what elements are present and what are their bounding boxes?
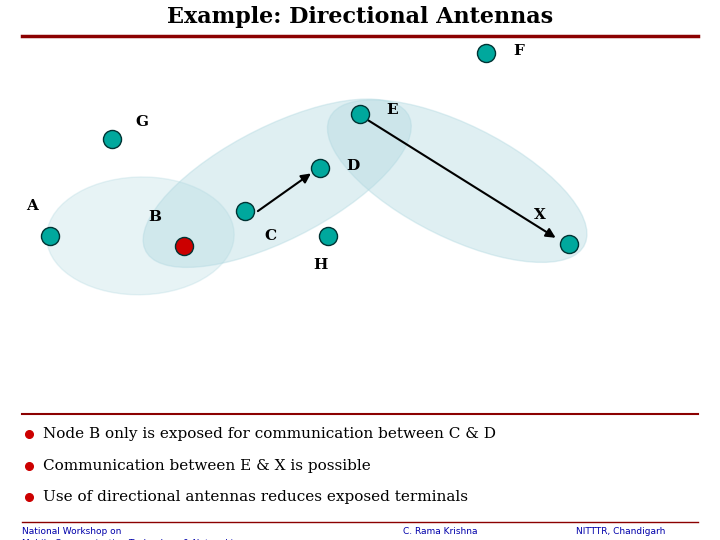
Text: B: B xyxy=(148,210,161,224)
Text: Use of directional antennas reduces exposed terminals: Use of directional antennas reduces expo… xyxy=(43,490,468,504)
Ellipse shape xyxy=(143,99,411,267)
Text: Communication between E & X is possible: Communication between E & X is possible xyxy=(43,459,371,473)
Text: F: F xyxy=(513,44,524,58)
Ellipse shape xyxy=(47,177,234,295)
Text: C. Rama Krishna: C. Rama Krishna xyxy=(403,527,477,536)
Text: A: A xyxy=(27,199,38,213)
Text: D: D xyxy=(346,159,359,173)
Text: C: C xyxy=(264,229,276,243)
Text: Example: Directional Antennas: Example: Directional Antennas xyxy=(167,6,553,28)
Text: E: E xyxy=(387,103,398,117)
Text: NITTTR, Chandigarh: NITTTR, Chandigarh xyxy=(576,527,665,536)
Ellipse shape xyxy=(328,100,587,262)
Text: National Workshop on
Mobile Communication Technology & Networking
(MCTN-09)on  M: National Workshop on Mobile Communicatio… xyxy=(22,527,258,540)
Text: X: X xyxy=(534,208,546,222)
Text: G: G xyxy=(135,115,148,129)
Text: H: H xyxy=(313,258,328,272)
Text: Node B only is exposed for communication between C & D: Node B only is exposed for communication… xyxy=(43,427,496,441)
